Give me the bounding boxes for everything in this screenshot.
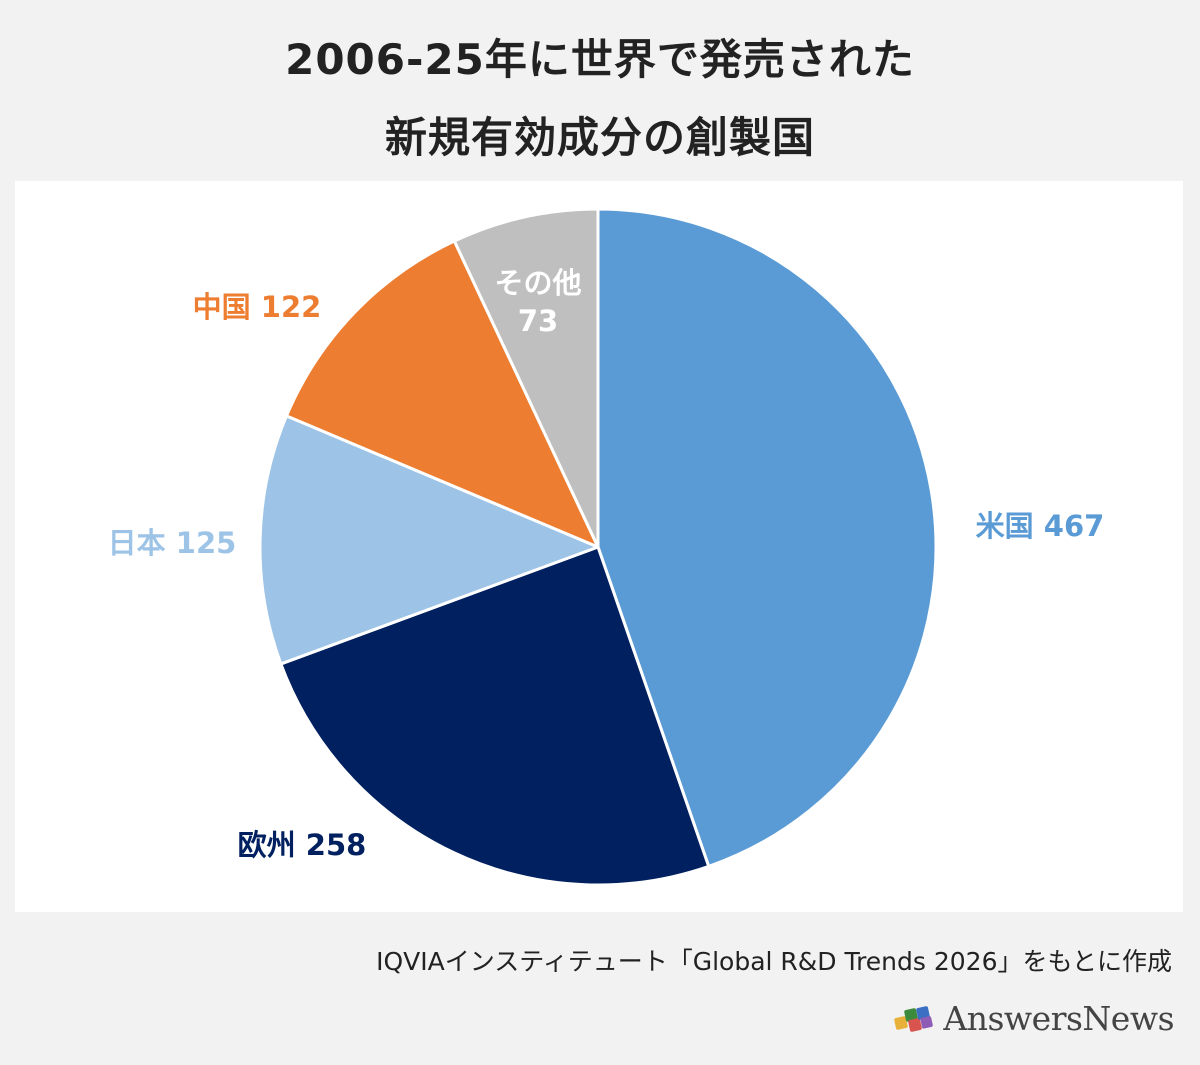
slice-label-value-4: 73 (518, 304, 558, 338)
slice-label-4: その他 73 (494, 266, 581, 338)
chart-title-line2: 新規有効成分の創製国 (384, 113, 815, 162)
slice-label-0: 米国 467 (976, 509, 1105, 543)
logo-text: AnswersNews (943, 998, 1174, 1038)
pie-chart: 米国 467 欧州 258 日本 125 中国 122 その他 73 (108, 207, 1105, 887)
pie-slice-1 (279, 545, 711, 887)
chart-panel: 米国 467 欧州 258 日本 125 中国 122 その他 73 (15, 181, 1183, 912)
puzzle-pieces-icon (894, 1006, 934, 1032)
source-note: IQVIAインスティテュート「Global R&D Trends 2026」をも… (376, 947, 1172, 976)
pie-slice-3 (284, 239, 600, 549)
slice-label-name-4: その他 (494, 266, 581, 300)
logo: AnswersNews (893, 998, 1174, 1038)
pie-slice-0 (596, 207, 938, 868)
slice-label-2: 日本 125 (108, 526, 237, 560)
pie-slice-4 (452, 207, 600, 549)
chart-title-line1: 2006-25年に世界で発売された (285, 35, 915, 84)
pie-slice-2 (258, 414, 600, 666)
slice-label-3: 中国 122 (193, 290, 322, 324)
slice-label-1: 欧州 258 (238, 828, 367, 862)
